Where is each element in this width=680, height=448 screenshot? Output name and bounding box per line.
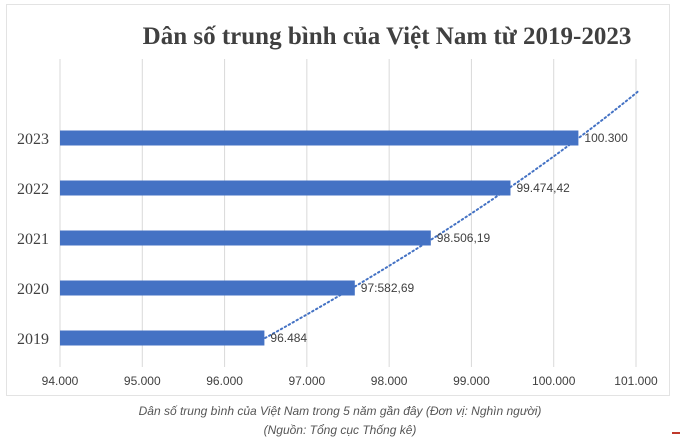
bar-2020: [60, 280, 355, 296]
x-tick-label: 95.000: [124, 374, 161, 388]
x-tick-label: 96.000: [206, 374, 243, 388]
chart-title: Dân số trung bình của Việt Nam từ 2019-2…: [143, 23, 632, 50]
bar-2022: [60, 180, 511, 196]
x-tick-label: 100.000: [532, 374, 576, 388]
y-category-label: 2020: [17, 281, 49, 298]
y-category-label: 2023: [17, 131, 49, 148]
bar-2021: [60, 230, 431, 246]
bar-chart: Dân số trung bình của Việt Nam từ 2019-2…: [17, 23, 658, 388]
data-label: 98.506,19: [437, 231, 491, 245]
x-tick-label: 97.000: [289, 374, 326, 388]
chart-frame: Dân số trung bình của Việt Nam từ 2019-2…: [6, 4, 670, 396]
figure-source: (Nguồn: Tổng cục Thống kê): [263, 423, 417, 437]
corner-accent: [672, 432, 680, 434]
figure-caption: Dân số trung bình của Việt Nam trong 5 n…: [138, 404, 542, 418]
y-category-label: 2019: [17, 331, 49, 348]
x-axis-ticks: 94.000 95.000 96.000 97.000 98.000 99.000 100.…: [42, 374, 658, 388]
data-label: 100.300: [584, 131, 628, 145]
y-axis-categories: 2019 2020 2021 2022 2023: [17, 131, 49, 348]
x-tick-label: 99.000: [453, 374, 490, 388]
y-category-label: 2022: [17, 181, 49, 198]
x-tick-label: 98.000: [371, 374, 408, 388]
x-tick-label: 94.000: [42, 374, 79, 388]
x-tick-label: 101.000: [614, 374, 658, 388]
bar-2019: [60, 330, 265, 346]
trendline-path: [264, 89, 641, 339]
bar-2023: [60, 130, 579, 146]
data-label: 96.484: [270, 331, 307, 345]
trendline: [264, 89, 641, 339]
data-label: 97:582,69: [361, 281, 415, 295]
gridlines: [59, 59, 637, 367]
data-label: 99.474,42: [516, 181, 570, 195]
bars: [60, 130, 579, 346]
y-category-label: 2021: [17, 231, 49, 248]
data-labels: 96.484 97:582,69 98.506,19 99.474,42 100.300: [270, 131, 628, 345]
